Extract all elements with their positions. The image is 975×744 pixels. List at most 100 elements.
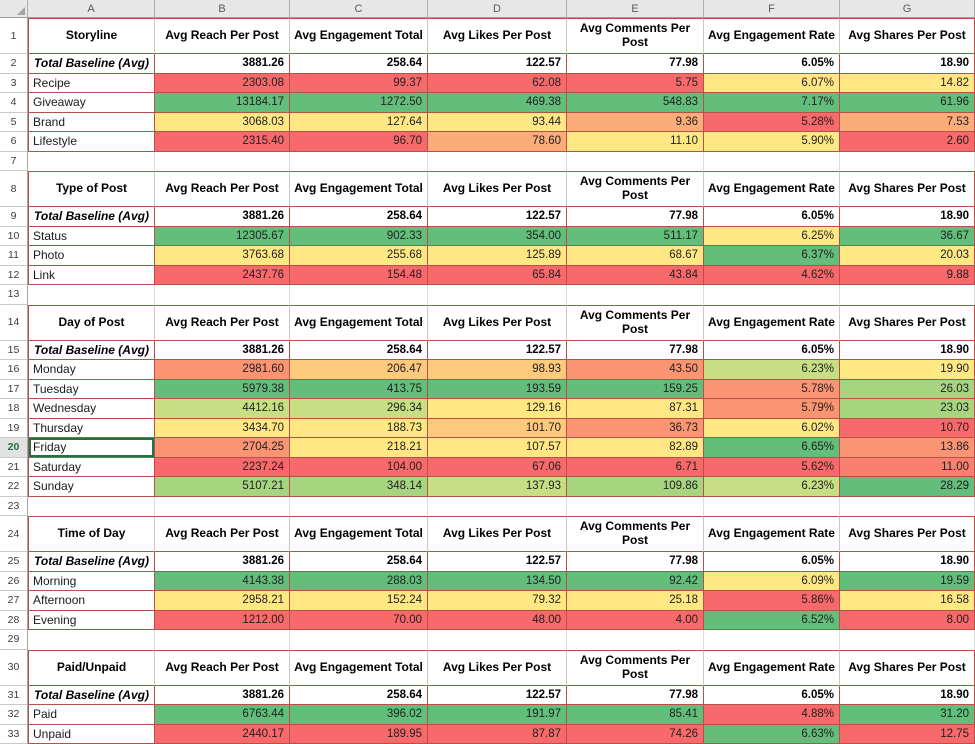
cell-E17[interactable]: 159.25: [567, 379, 704, 399]
cell-G16[interactable]: 19.90: [840, 360, 975, 380]
row-header-5[interactable]: 5: [0, 112, 28, 132]
cell-F28[interactable]: 6.52%: [704, 610, 840, 630]
cell-B32[interactable]: 6763.44: [155, 705, 290, 725]
cell-A22[interactable]: Sunday: [28, 477, 155, 497]
cell-G3[interactable]: 14.82: [840, 73, 975, 93]
cell-C26[interactable]: 288.03: [290, 571, 428, 591]
cell-D32[interactable]: 191.97: [428, 705, 567, 725]
metric-header-cell-D24[interactable]: Avg Likes Per Post: [428, 516, 567, 552]
cell-E13[interactable]: [567, 285, 704, 305]
cell-G26[interactable]: 19.59: [840, 571, 975, 591]
cell-B17[interactable]: 5979.38: [155, 379, 290, 399]
cell-F21[interactable]: 5.62%: [704, 457, 840, 477]
cell-C25[interactable]: 258.64: [290, 552, 428, 572]
cell-D21[interactable]: 67.06: [428, 457, 567, 477]
cell-F17[interactable]: 5.78%: [704, 379, 840, 399]
row-header-4[interactable]: 4: [0, 93, 28, 113]
cell-C13[interactable]: [290, 285, 428, 305]
cell-G5[interactable]: 7.53: [840, 112, 975, 132]
row-header-18[interactable]: 18: [0, 399, 28, 419]
row-header-14[interactable]: 14: [0, 304, 28, 341]
cell-E2[interactable]: 77.98: [567, 54, 704, 74]
row-header-10[interactable]: 10: [0, 226, 28, 246]
cell-E21[interactable]: 6.71: [567, 457, 704, 477]
metric-header-cell-F14[interactable]: Avg Engagement Rate: [704, 304, 840, 341]
cell-C4[interactable]: 1272.50: [290, 93, 428, 113]
cell-G6[interactable]: 2.60: [840, 132, 975, 152]
cell-B10[interactable]: 12305.67: [155, 226, 290, 246]
cell-B31[interactable]: 3881.26: [155, 685, 290, 705]
cell-D7[interactable]: [428, 151, 567, 171]
column-header-F[interactable]: F: [704, 0, 840, 17]
cell-B15[interactable]: 3881.26: [155, 340, 290, 360]
cell-A27[interactable]: Afternoon: [28, 591, 155, 611]
cell-A18[interactable]: Wednesday: [28, 399, 155, 419]
cell-G4[interactable]: 61.96: [840, 93, 975, 113]
row-header-7[interactable]: 7: [0, 151, 28, 171]
cell-G27[interactable]: 16.58: [840, 591, 975, 611]
cell-D6[interactable]: 78.60: [428, 132, 567, 152]
cell-C20[interactable]: 218.21: [290, 438, 428, 458]
cell-F13[interactable]: [704, 285, 840, 305]
metric-header-cell-G14[interactable]: Avg Shares Per Post: [840, 304, 975, 341]
cell-B16[interactable]: 2981.60: [155, 360, 290, 380]
metric-header-cell-G30[interactable]: Avg Shares Per Post: [840, 649, 975, 686]
cell-D5[interactable]: 93.44: [428, 112, 567, 132]
cell-F19[interactable]: 6.02%: [704, 418, 840, 438]
column-header-G[interactable]: G: [840, 0, 975, 17]
cell-C28[interactable]: 70.00: [290, 610, 428, 630]
metric-header-cell-C8[interactable]: Avg Engagement Total: [290, 171, 428, 207]
cell-F29[interactable]: [704, 630, 840, 650]
category-header-cell-A1[interactable]: Storyline: [28, 18, 155, 54]
cell-F26[interactable]: 6.09%: [704, 571, 840, 591]
cell-D22[interactable]: 137.93: [428, 477, 567, 497]
cell-F16[interactable]: 6.23%: [704, 360, 840, 380]
metric-header-cell-C14[interactable]: Avg Engagement Total: [290, 304, 428, 341]
cell-D29[interactable]: [428, 630, 567, 650]
cell-D23[interactable]: [428, 496, 567, 516]
cell-E3[interactable]: 5.75: [567, 73, 704, 93]
cell-E27[interactable]: 25.18: [567, 591, 704, 611]
cell-E5[interactable]: 9.36: [567, 112, 704, 132]
cell-A9[interactable]: Total Baseline (Avg): [28, 207, 155, 227]
cell-E31[interactable]: 77.98: [567, 685, 704, 705]
cell-B19[interactable]: 3434.70: [155, 418, 290, 438]
category-header-cell-A30[interactable]: Paid/Unpaid: [28, 649, 155, 686]
cell-A20[interactable]: Friday: [28, 438, 155, 458]
cell-G28[interactable]: 8.00: [840, 610, 975, 630]
row-header-3[interactable]: 3: [0, 73, 28, 93]
cell-B3[interactable]: 2303.08: [155, 73, 290, 93]
metric-header-cell-F24[interactable]: Avg Engagement Rate: [704, 516, 840, 552]
cell-A2[interactable]: Total Baseline (Avg): [28, 54, 155, 74]
metric-header-cell-D8[interactable]: Avg Likes Per Post: [428, 171, 567, 207]
metric-header-cell-D1[interactable]: Avg Likes Per Post: [428, 18, 567, 54]
cell-C27[interactable]: 152.24: [290, 591, 428, 611]
cell-E12[interactable]: 43.84: [567, 265, 704, 285]
cell-A4[interactable]: Giveaway: [28, 93, 155, 113]
metric-header-cell-E8[interactable]: Avg Comments Per Post: [567, 171, 704, 207]
cell-F33[interactable]: 6.63%: [704, 724, 840, 744]
cell-F18[interactable]: 5.79%: [704, 399, 840, 419]
row-header-33[interactable]: 33: [0, 724, 28, 744]
cell-C31[interactable]: 258.64: [290, 685, 428, 705]
cell-E18[interactable]: 87.31: [567, 399, 704, 419]
cell-B28[interactable]: 1212.00: [155, 610, 290, 630]
cell-B9[interactable]: 3881.26: [155, 207, 290, 227]
cell-G22[interactable]: 28.29: [840, 477, 975, 497]
cell-F12[interactable]: 4.62%: [704, 265, 840, 285]
cell-A25[interactable]: Total Baseline (Avg): [28, 552, 155, 572]
cell-C32[interactable]: 396.02: [290, 705, 428, 725]
cell-F2[interactable]: 6.05%: [704, 54, 840, 74]
cell-E7[interactable]: [567, 151, 704, 171]
cell-B26[interactable]: 4143.38: [155, 571, 290, 591]
cell-G15[interactable]: 18.90: [840, 340, 975, 360]
column-header-E[interactable]: E: [567, 0, 704, 17]
cell-A32[interactable]: Paid: [28, 705, 155, 725]
cell-A31[interactable]: Total Baseline (Avg): [28, 685, 155, 705]
cell-B13[interactable]: [155, 285, 290, 305]
cell-G12[interactable]: 9.88: [840, 265, 975, 285]
cell-G13[interactable]: [840, 285, 975, 305]
row-header-31[interactable]: 31: [0, 685, 28, 705]
cell-E9[interactable]: 77.98: [567, 207, 704, 227]
row-header-30[interactable]: 30: [0, 649, 28, 686]
